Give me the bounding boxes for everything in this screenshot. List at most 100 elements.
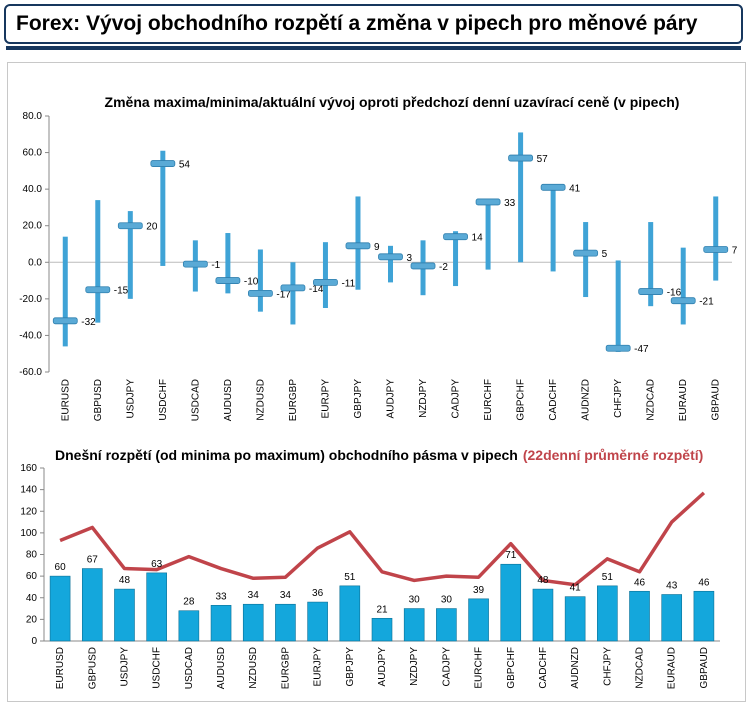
chart1-data-label: -2 <box>439 262 448 273</box>
chart2-data-label: 30 <box>409 595 421 606</box>
chart1-range-bar <box>680 247 686 325</box>
chart2-average-line-path <box>59 491 706 587</box>
chart2-x-tick-label: GBPCHF <box>506 647 517 689</box>
chart2-bars <box>49 563 715 642</box>
page-header: Forex: Vývoj obchodního rozpětí a změna … <box>4 4 743 50</box>
chart1-x-tick-label: GBPJPY <box>353 379 364 419</box>
chart1-range-bar <box>550 185 556 272</box>
chart1-data-label: -11 <box>341 278 355 289</box>
chart2-bar <box>564 596 586 642</box>
chart1-data-label: -1 <box>211 260 220 271</box>
chart2-x-tick-label: AUDNZD <box>570 647 581 689</box>
chart1-bars: -32 -15 20 54 -1 -10 -17 -14 -11 9 3 -2 14 33 57 41 5 -47… <box>52 132 738 355</box>
chart2-data-label: 51 <box>344 572 356 583</box>
chart2-x-tick-label: CHFJPY <box>602 647 613 686</box>
chart1-current-marker <box>280 284 306 292</box>
chart1-range-bar <box>453 231 459 287</box>
chart2-bar <box>693 590 715 642</box>
chart1-range-bar <box>518 132 524 263</box>
chart1-x-tick-label: USDJPY <box>125 379 136 419</box>
chart2-bar <box>629 590 650 642</box>
chart1-x-tick-label: NZDCAD <box>646 379 657 421</box>
chart2-y-tick-label: 20 <box>26 614 38 625</box>
chart1-current-marker <box>573 249 599 257</box>
chart2-data-label: 46 <box>634 577 646 588</box>
chart2-bar <box>500 563 522 642</box>
chart2-data-label: 34 <box>248 590 260 601</box>
chart2-title-main: Dnešní rozpětí (od minima po maximum) ob… <box>55 447 518 463</box>
chart1-x-tick-label: EURCHF <box>483 379 494 421</box>
chart1-current-marker <box>703 246 729 253</box>
chart2-y-tick-label: 100 <box>20 528 37 539</box>
chart1-current-marker <box>605 344 631 352</box>
chart1-x-tick-label: USDCAD <box>190 379 201 421</box>
chart2-y-tick-label: 40 <box>26 593 38 604</box>
chart1-data-label: 20 <box>146 222 158 233</box>
chart2-y-tick-label: 140 <box>20 485 37 496</box>
chart1-data-label: 3 <box>407 253 413 264</box>
chart2-bar <box>436 608 457 642</box>
chart1-x-tick-label: AUDJPY <box>386 379 397 419</box>
chart2-x-tick-label: GBPAUD <box>699 647 710 689</box>
chart2-bar <box>661 594 683 642</box>
chart2-x-tick-label: GBPJPY <box>345 647 356 687</box>
chart1-x-tick-label: NZDJPY <box>418 379 429 418</box>
chart2-bar <box>242 603 264 642</box>
chart2-bar <box>81 568 103 642</box>
chart2-data-label: 33 <box>215 591 227 602</box>
chart1-x-tick-label: CADJPY <box>451 379 462 419</box>
chart1-current-marker <box>117 222 143 230</box>
chart1-x-tick-label: GBPCHF <box>516 379 527 421</box>
chart2-title-highlight: (22denní průměrné rozpětí) <box>523 447 703 463</box>
chart1-range-bar <box>290 262 296 325</box>
chart1-data-label: -21 <box>699 297 714 308</box>
chart2-data-label: 21 <box>376 604 388 615</box>
chart1-data-label: 7 <box>732 245 738 256</box>
chart1-title: Změna maxima/minima/aktuální vývoj oprot… <box>105 94 680 110</box>
chart2-x-tick-label: CADJPY <box>441 647 452 687</box>
chart1-range-bar <box>322 242 328 308</box>
chart2-x-tick-label: USDCAD <box>184 647 195 689</box>
chart1-range-bar <box>713 196 719 281</box>
chart1-x-tick-label: AUDNZD <box>581 379 592 421</box>
chart2-data-label: 51 <box>602 572 614 583</box>
chart2-data-label: 48 <box>119 575 131 586</box>
chart2-x-tick-label: NZDCAD <box>635 647 646 689</box>
chart1-x-labels: EURUSD GBPUSD USDJPY USDCHF USDCAD AUDUSD NZDU… <box>60 379 721 422</box>
chart1-data-label: 41 <box>569 183 581 194</box>
chart1-x-tick-label: GBPUSD <box>93 379 104 421</box>
chart1-current-marker <box>540 183 566 191</box>
chart1-current-marker <box>638 288 664 295</box>
chart1-range-bar <box>62 236 68 347</box>
chart2-bar <box>146 572 167 642</box>
chart2-average-line <box>59 491 706 587</box>
chart2-y-tick-label: 60 <box>26 571 38 582</box>
chart1-x-tick-label: EURJPY <box>320 379 331 419</box>
chart1-data-label: 33 <box>504 198 516 209</box>
chart1-data-label: 9 <box>374 242 380 253</box>
chart2-y-tick-label: 80 <box>26 550 38 561</box>
chart1-range-bar <box>257 249 263 312</box>
chart2-bar <box>307 601 328 642</box>
chart1-range-bar <box>648 222 654 307</box>
chart1-range-bar <box>615 260 621 352</box>
chart2-data-label: 43 <box>666 581 678 592</box>
chart2-y-tick-label: 160 <box>20 463 37 474</box>
chart1-x-tick-label: GBPAUD <box>711 379 722 421</box>
chart1-range-bar <box>485 200 491 270</box>
chart-frame <box>7 62 746 702</box>
chart1-current-marker <box>313 278 338 286</box>
chart2-data-label: 46 <box>698 577 710 588</box>
chart1-x-tick-label: CADCHF <box>548 379 559 421</box>
chart2-y-tick-label: 120 <box>20 506 37 517</box>
chart2-x-tick-label: NZDUSD <box>248 647 259 689</box>
chart1-y-tick-label: -60.0 <box>19 367 42 378</box>
chart1-current-marker <box>378 253 403 261</box>
chart1-y-tick-label: 60.0 <box>23 148 43 159</box>
chart2-bar <box>49 575 71 642</box>
page-title: Forex: Vývoj obchodního rozpětí a změna … <box>16 12 698 35</box>
chart1-current-marker <box>345 242 371 250</box>
chart2-bar <box>339 585 361 642</box>
chart2-data-label: 36 <box>312 588 324 599</box>
